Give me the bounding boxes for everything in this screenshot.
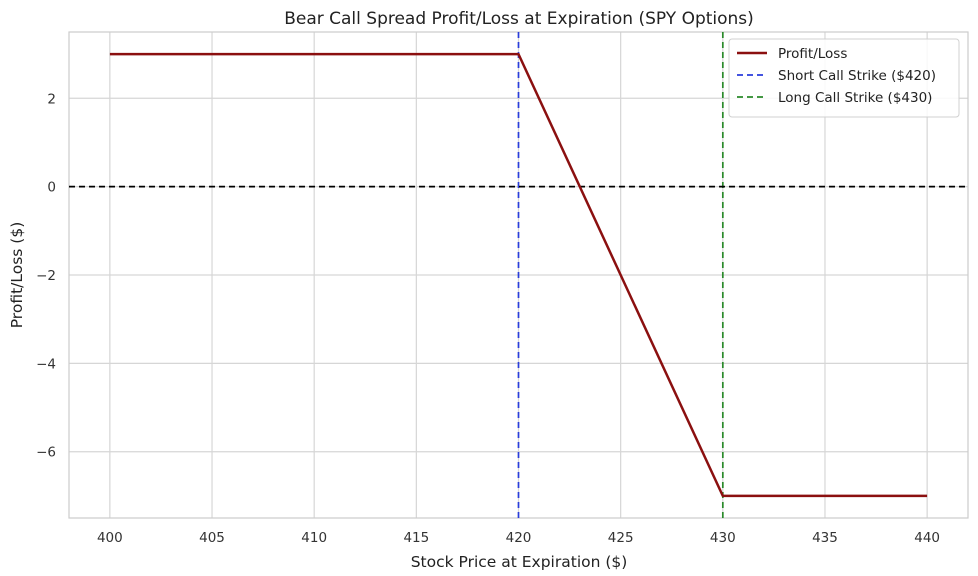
legend-item-strike-420: Short Call Strike ($420): [778, 68, 936, 84]
legend-item-strike-430: Long Call Strike ($430): [778, 90, 932, 106]
x-axis-label: Stock Price at Expiration ($): [411, 553, 628, 571]
profit-loss-line: [109, 52, 928, 498]
x-tick-label: 440: [914, 530, 940, 546]
legend-box: [728, 38, 960, 118]
y-tick-label: 2: [47, 91, 56, 107]
x-tick-label: 435: [812, 530, 838, 546]
x-tick-label: 430: [710, 530, 736, 546]
y-tick-label: −2: [36, 268, 56, 284]
x-tick-labels: 400 405 410 415 420 425 430 435 440: [97, 530, 940, 546]
legend-item-profit-loss: Profit/Loss: [778, 46, 847, 62]
series: [109, 52, 928, 498]
y-tick-label: 0: [47, 180, 56, 196]
y-tick-label: −4: [36, 356, 56, 372]
reference-lines: [69, 32, 968, 518]
x-tick-label: 400: [97, 530, 123, 546]
x-tick-label: 420: [506, 530, 532, 546]
legend: Profit/Loss Short Call Strike ($420) Long …: [728, 38, 960, 118]
x-tick-label: 410: [301, 530, 327, 546]
y-tick-labels: −6 −4 −2 0 2: [36, 91, 56, 460]
x-tick-label: 415: [403, 530, 429, 546]
chart-title: Bear Call Spread Profit/Loss at Expirati…: [284, 9, 754, 29]
y-axis-label: Profit/Loss ($): [8, 222, 26, 329]
x-tick-label: 425: [608, 530, 634, 546]
y-tick-label: −6: [36, 445, 56, 461]
x-tick-label: 405: [199, 530, 225, 546]
